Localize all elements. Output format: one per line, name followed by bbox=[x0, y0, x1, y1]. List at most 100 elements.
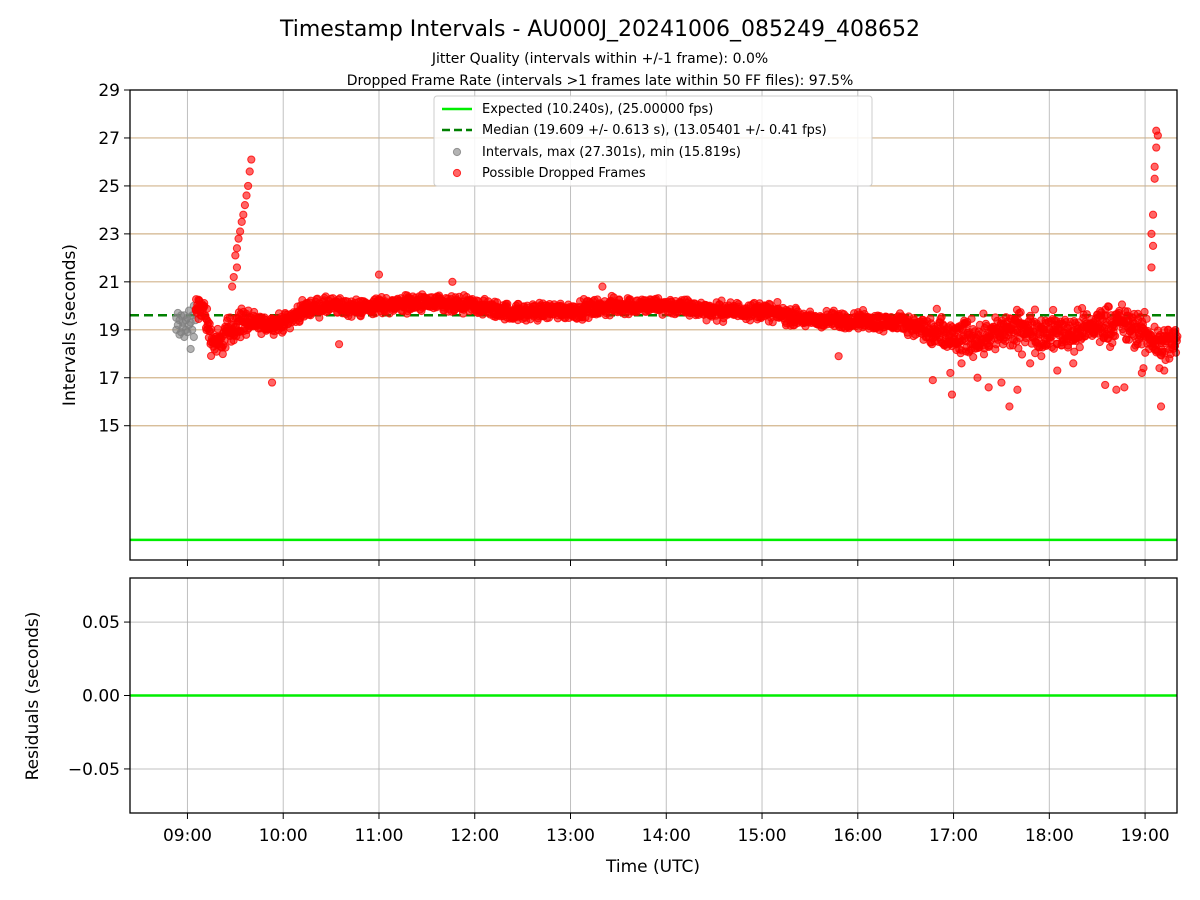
dropped-frame-point bbox=[1075, 343, 1084, 352]
dropped-frame-point bbox=[1117, 300, 1127, 309]
dropped-frame-point bbox=[1150, 174, 1159, 183]
intervals-y-tick-label: 21 bbox=[98, 273, 120, 293]
dropped-frame-point bbox=[1147, 263, 1156, 272]
x-tick-label: 16:00 bbox=[833, 826, 882, 846]
intervals-x-ticks bbox=[186, 560, 1146, 566]
dropped-frame-point bbox=[1147, 229, 1156, 238]
dropped-frame-point bbox=[928, 376, 937, 385]
dropped-frame-point bbox=[1148, 241, 1158, 250]
intervals-y-tick-label: 23 bbox=[98, 225, 120, 245]
dropped-frame-point bbox=[598, 282, 607, 291]
intervals-y-axis-label: Intervals (seconds) bbox=[60, 244, 80, 406]
intervals-plot-frame bbox=[129, 89, 1178, 561]
dropped-frame-point bbox=[973, 373, 982, 382]
x-tick-label: 15:00 bbox=[738, 826, 787, 846]
x-tick-label: 19:00 bbox=[1121, 826, 1170, 846]
dropped-frame-point bbox=[1160, 366, 1169, 375]
dropped-frame-point bbox=[236, 227, 245, 236]
dropped-frame-point bbox=[267, 378, 277, 387]
dropped-frame-point bbox=[1005, 402, 1014, 411]
dropped-frame-point bbox=[834, 352, 843, 361]
dropped-frame-point bbox=[1139, 364, 1148, 373]
dropped-frame-point bbox=[202, 304, 212, 313]
legend-dropped-marker bbox=[452, 168, 462, 178]
x-tick-label: 11:00 bbox=[354, 826, 403, 846]
x-tick-label: 17:00 bbox=[929, 826, 978, 846]
dropped-frame-point bbox=[1053, 366, 1062, 375]
x-tick-label: 13:00 bbox=[546, 826, 595, 846]
dropped-frame-point bbox=[228, 282, 237, 291]
residuals-y-ticks: 0.05 0.00 −0.05 bbox=[68, 613, 130, 780]
dropped-frame-point bbox=[244, 181, 253, 191]
dropped-frame-point bbox=[962, 320, 971, 329]
dropped-frame-point bbox=[1016, 308, 1025, 317]
dropped-frame-point bbox=[1140, 307, 1149, 317]
legend-expected-label: Expected (10.240s), (25.00000 fps) bbox=[482, 102, 713, 117]
residuals-y-axis-label: Residuals (seconds) bbox=[23, 612, 43, 781]
dropped-frame-point bbox=[967, 314, 976, 323]
dropped-frame-point bbox=[969, 352, 978, 362]
dropped-frame-point bbox=[242, 191, 251, 200]
dropped-frame-point bbox=[1148, 210, 1158, 219]
dropped-frame-point bbox=[1152, 143, 1161, 152]
dropped-frame-point bbox=[334, 340, 344, 349]
intervals-y-tick-label: 15 bbox=[98, 417, 120, 437]
dropped-frame-point bbox=[947, 390, 957, 399]
dropped-frame-point bbox=[448, 277, 457, 286]
dropped-frame-point bbox=[984, 383, 993, 392]
legend: Expected (10.240s), (25.00000 fps) Media… bbox=[433, 95, 873, 187]
intervals-y-tick-label: 27 bbox=[98, 129, 120, 149]
dropped-frame-point bbox=[1150, 162, 1159, 171]
dropped-frame-point bbox=[1017, 350, 1027, 359]
legend-box bbox=[433, 95, 873, 187]
dropped-frame-point bbox=[237, 217, 246, 226]
dropped-frame-point bbox=[946, 368, 955, 378]
x-tick-label: 09:00 bbox=[163, 826, 212, 846]
dropped-frame-point bbox=[1156, 402, 1166, 411]
dropped-frame-point bbox=[773, 297, 782, 307]
residuals-y-tick-label: 0.05 bbox=[82, 613, 120, 633]
dropped-frame-point bbox=[234, 234, 243, 243]
dropped-frame-point bbox=[1070, 347, 1079, 356]
residuals-x-ticks: 09:00 10:00 11:00 12:00 13:00 14:00 15:00 16:00… bbox=[163, 813, 1170, 846]
x-tick-label: 14:00 bbox=[642, 826, 691, 846]
intervals-y-tick-label: 17 bbox=[98, 369, 120, 389]
dropped-frame-point bbox=[221, 343, 230, 352]
interval-point bbox=[188, 325, 197, 334]
intervals-y-tick-label: 19 bbox=[98, 321, 120, 341]
dropped-frame-point bbox=[1069, 359, 1078, 368]
intervals-y-ticks: 15 17 19 21 23 25 27 29 bbox=[98, 81, 130, 437]
dropped-frame-point bbox=[1112, 385, 1121, 394]
x-tick-label: 10:00 bbox=[259, 826, 308, 846]
dropped-frame-point bbox=[1014, 344, 1023, 353]
dropped-frame-point bbox=[1082, 310, 1091, 319]
dropped-frame-point bbox=[206, 351, 216, 361]
dropped-frame-point bbox=[240, 201, 250, 210]
chart-subtitle-dropped: Dropped Frame Rate (intervals >1 frames … bbox=[347, 73, 854, 89]
dropped-frame-point bbox=[231, 251, 240, 260]
dropped-frame-point bbox=[957, 359, 966, 368]
dropped-frame-point bbox=[997, 378, 1006, 387]
dropped-frame-point bbox=[1120, 383, 1129, 392]
intervals-y-tick-label: 29 bbox=[98, 81, 120, 101]
interval-point bbox=[189, 332, 198, 342]
dropped-frame-point bbox=[245, 167, 254, 176]
x-axis-label: Time (UTC) bbox=[605, 857, 700, 877]
dropped-frame-point bbox=[1026, 359, 1035, 368]
chart-title: Timestamp Intervals - AU000J_20241006_08… bbox=[279, 17, 920, 42]
legend-dropped-label: Possible Dropped Frames bbox=[482, 166, 646, 181]
dropped-frame-point bbox=[229, 272, 238, 282]
dropped-frame-point bbox=[232, 263, 242, 272]
intervals-y-tick-label: 25 bbox=[98, 177, 120, 197]
legend-median-label: Median (19.609 +/- 0.613 s), (13.05401 +… bbox=[482, 123, 827, 138]
x-tick-label: 12:00 bbox=[450, 826, 499, 846]
dropped-frame-point bbox=[937, 312, 946, 322]
dropped-frame-point bbox=[1101, 380, 1110, 390]
dropped-frame-point bbox=[1104, 302, 1113, 311]
dropped-frame-point bbox=[979, 309, 988, 318]
dropped-frame-point bbox=[1049, 305, 1058, 315]
dropped-frame-point bbox=[239, 210, 248, 219]
dropped-frame-point bbox=[1171, 348, 1181, 357]
dropped-frame-point bbox=[247, 155, 256, 164]
